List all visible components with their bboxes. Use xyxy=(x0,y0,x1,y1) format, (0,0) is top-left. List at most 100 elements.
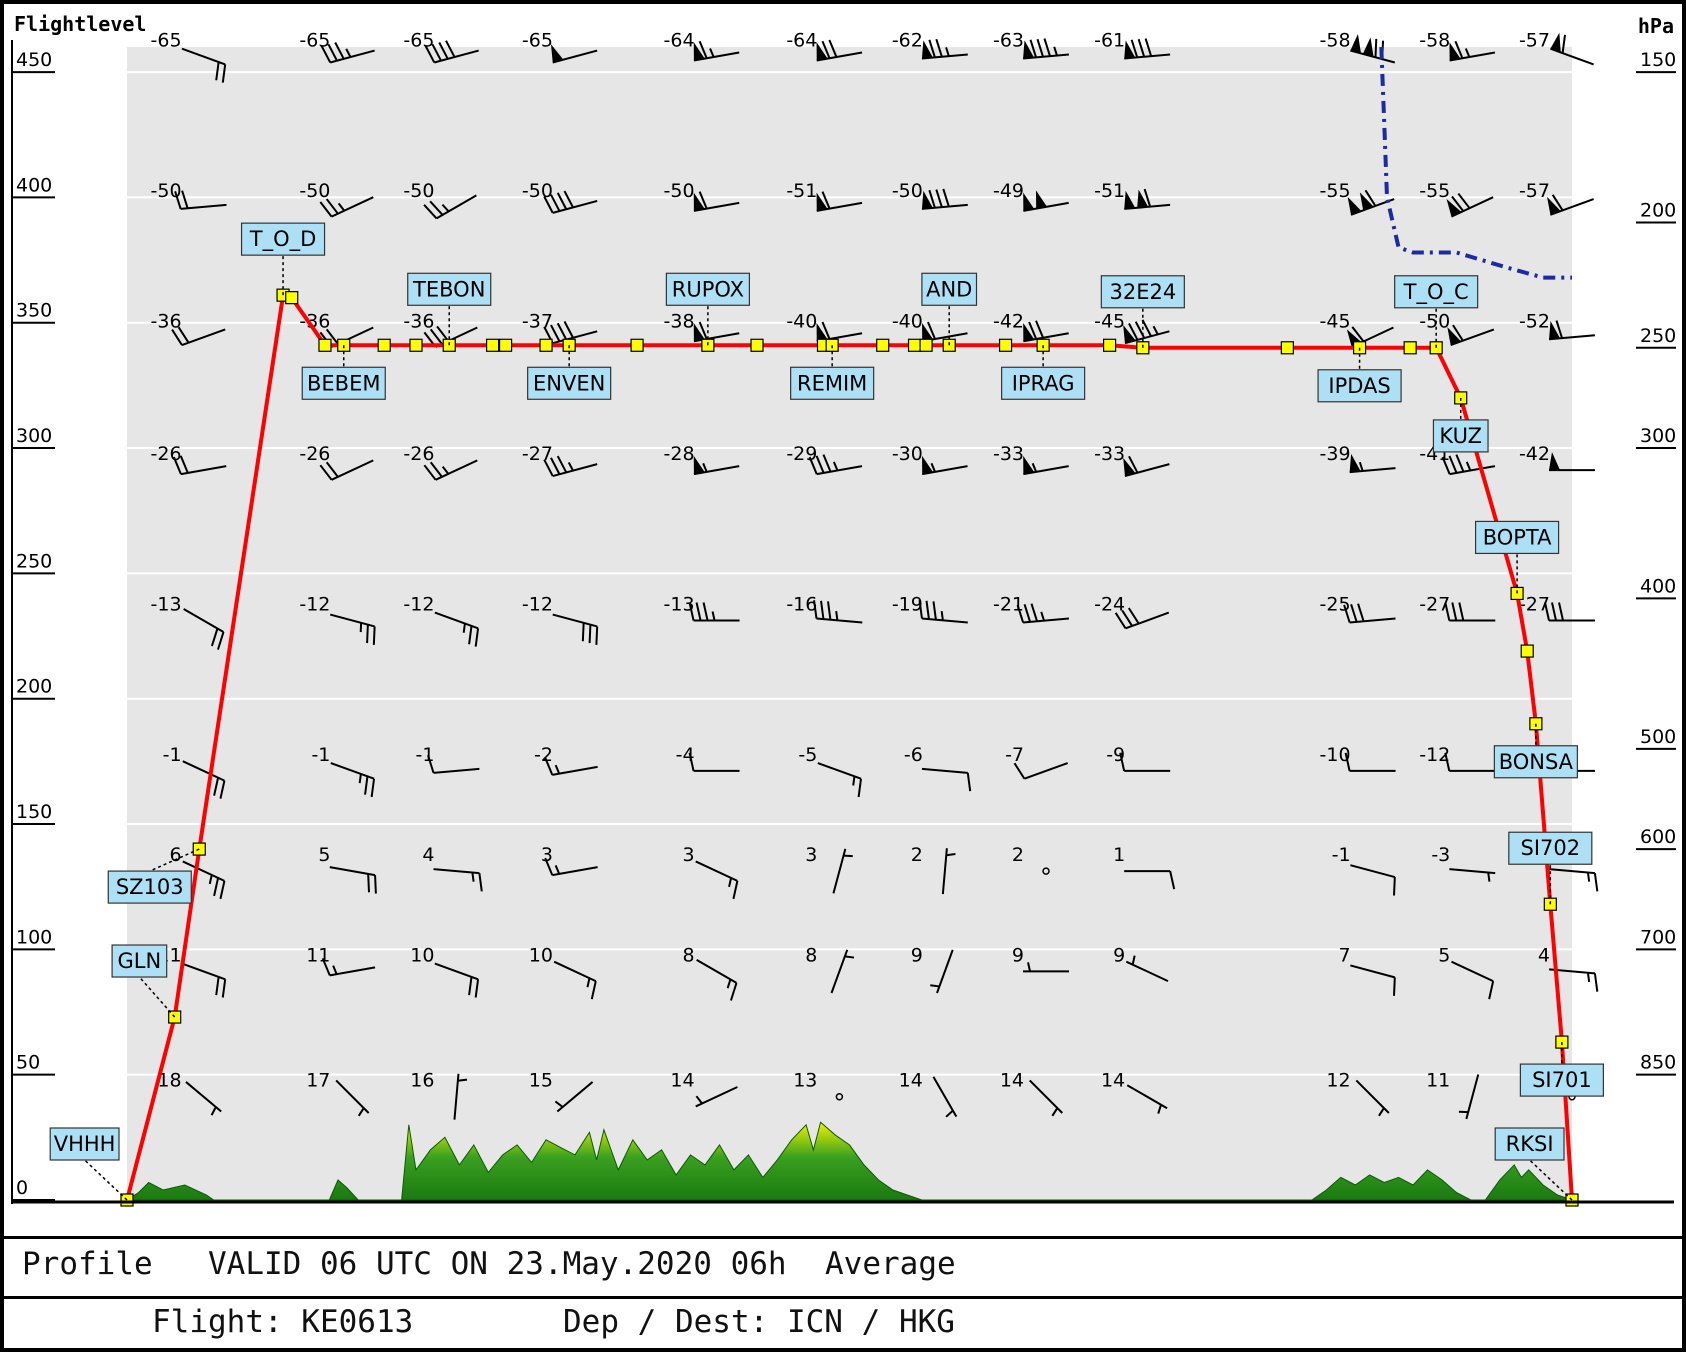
wind-barb-shaft xyxy=(433,49,479,64)
temperature-label: 15 xyxy=(529,1070,553,1092)
temperature-label: 17 xyxy=(306,1070,330,1092)
temperature-label: -65 xyxy=(522,30,553,52)
wind-barb-half xyxy=(1465,461,1472,471)
right-tick-label: 150 xyxy=(1640,49,1676,71)
wind-barb xyxy=(1023,455,1069,476)
wind-barb-shaft xyxy=(331,196,374,218)
wind-barb-full xyxy=(935,38,943,58)
wind-barb xyxy=(918,600,968,624)
route-point xyxy=(409,338,423,352)
wind-barb-full xyxy=(1364,189,1377,207)
temperature-label: -39 xyxy=(1320,443,1351,465)
wind-barb xyxy=(1549,320,1595,341)
wind-barb-half xyxy=(930,984,940,988)
wind-barb-full xyxy=(822,454,832,473)
temperature-label: 1 xyxy=(1113,844,1125,866)
wind-barb-half xyxy=(345,48,352,58)
waypoint-label: T_O_D xyxy=(249,227,317,252)
wind-barb-full xyxy=(927,321,936,340)
wind-barb-full xyxy=(1374,38,1378,58)
wind-barb xyxy=(1124,870,1176,890)
wind-barb-pennant xyxy=(1124,40,1136,59)
wind-barb-full xyxy=(1451,195,1465,212)
wind-barb-shaft xyxy=(433,868,480,875)
wind-barb-full xyxy=(815,455,825,474)
wind-barb-shaft xyxy=(1355,1079,1390,1114)
wind-barb xyxy=(335,1079,370,1117)
waypoint-label-box xyxy=(301,366,386,400)
wind-barb-full xyxy=(544,757,554,776)
wind-barb-full xyxy=(918,600,923,619)
temperature-label: -50 xyxy=(299,180,330,202)
wind-barb-shaft xyxy=(1124,330,1170,345)
temperature-label: -40 xyxy=(892,310,923,332)
left-tick-label: 200 xyxy=(16,676,52,698)
wind-barb xyxy=(553,960,597,1000)
waypoint-leader xyxy=(138,976,176,1018)
wind-barb xyxy=(1550,32,1594,66)
wind-barb-pennant xyxy=(1449,42,1461,61)
wind-barb xyxy=(319,196,374,218)
wind-barb-full xyxy=(468,976,473,996)
route-point xyxy=(485,338,500,352)
right-tick-label: 400 xyxy=(1640,575,1676,597)
wind-barb-full xyxy=(550,324,561,342)
wind-barb-half xyxy=(1157,1104,1162,1114)
wind-barb-half xyxy=(702,462,708,473)
right-tick-label: 300 xyxy=(1640,425,1676,447)
temperature-label: -29 xyxy=(786,443,817,465)
wind-barb-full xyxy=(429,461,443,478)
waypoint-label-box xyxy=(1508,831,1593,865)
waypoint-label-box xyxy=(1100,275,1185,309)
wind-barb-full xyxy=(1023,603,1032,623)
wind-barb-full xyxy=(581,622,585,642)
left-tick-label: 50 xyxy=(16,1052,40,1074)
wind-barb-shaft xyxy=(329,49,375,64)
wind-barb xyxy=(554,1081,594,1113)
temperature-label: -64 xyxy=(664,30,695,52)
temperature-label: -4 xyxy=(676,744,695,766)
wind-barb-full xyxy=(1454,40,1464,59)
wind-barb-pennant xyxy=(921,190,933,209)
wind-barb-full xyxy=(1127,607,1140,625)
wind-barb xyxy=(921,767,972,792)
temperature-label: -28 xyxy=(664,443,695,465)
temperature-label: -37 xyxy=(522,310,553,332)
wind-barb-pennant xyxy=(816,322,828,342)
wind-barb xyxy=(181,962,227,998)
wind-barb xyxy=(453,1073,468,1120)
wind-barb-full xyxy=(942,188,950,207)
temperature-label: -58 xyxy=(1320,30,1351,52)
wind-barb-full xyxy=(429,200,444,216)
wind-barb-full xyxy=(595,626,599,645)
temperature-label: -9 xyxy=(1106,744,1125,766)
wind-barb-shaft xyxy=(932,1076,958,1118)
wind-barb xyxy=(424,40,479,64)
wind-barb-full xyxy=(1141,319,1152,337)
wind-barb-half xyxy=(457,1078,468,1082)
left-tick-label: 450 xyxy=(16,49,52,71)
temperature-label: -51 xyxy=(786,180,817,202)
wind-barb xyxy=(1126,1084,1168,1114)
wind-barb xyxy=(182,860,226,900)
route-point xyxy=(876,338,890,352)
wind-barb xyxy=(543,190,598,214)
temperature-label: -13 xyxy=(664,593,695,615)
wind-barb-full xyxy=(431,43,442,62)
wind-barb-full xyxy=(1448,455,1458,474)
wind-barb xyxy=(1446,192,1494,218)
wind-calm-mark xyxy=(835,1092,844,1101)
wind-barb-half xyxy=(441,465,450,475)
wind-barb-full xyxy=(1119,752,1126,772)
wind-barb-full xyxy=(820,600,825,620)
wind-barb xyxy=(1350,864,1396,896)
wind-barb-full xyxy=(1350,603,1358,623)
footer-flight-text: Flight: KE0613 xyxy=(152,1304,414,1340)
route-point xyxy=(1403,341,1417,355)
wind-barb-full xyxy=(366,624,369,644)
temperature-label: -64 xyxy=(786,30,817,52)
waypoint-label-box xyxy=(1494,1127,1565,1161)
temperature-label: -51 xyxy=(1094,180,1125,202)
wind-barb-shaft xyxy=(552,613,598,628)
temperature-label: -52 xyxy=(1519,310,1550,332)
